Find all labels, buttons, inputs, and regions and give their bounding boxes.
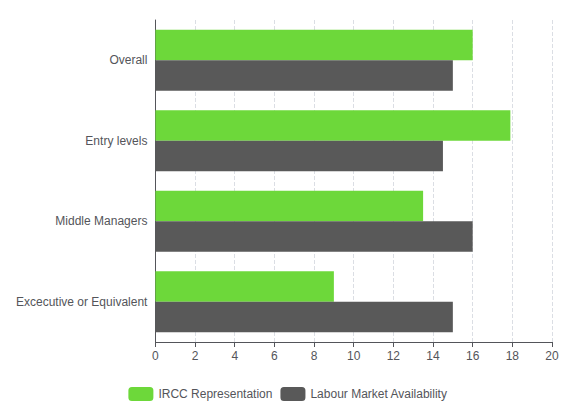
- svg-text:18: 18: [506, 349, 520, 363]
- svg-text:2: 2: [192, 349, 199, 363]
- svg-text:Excecutive or Equivalent: Excecutive or Equivalent: [16, 295, 148, 309]
- svg-text:Overall: Overall: [109, 53, 147, 67]
- svg-text:Middle Managers: Middle Managers: [55, 214, 147, 228]
- svg-text:6: 6: [271, 349, 278, 363]
- svg-text:8: 8: [311, 349, 318, 363]
- svg-text:10: 10: [347, 349, 361, 363]
- svg-text:20: 20: [545, 349, 559, 363]
- svg-text:14: 14: [426, 349, 440, 363]
- svg-text:4: 4: [231, 349, 238, 363]
- svg-text:IRCC Representation: IRCC Representation: [158, 387, 272, 401]
- svg-text:Entry levels: Entry levels: [85, 134, 147, 148]
- svg-text:16: 16: [466, 349, 480, 363]
- svg-text:0: 0: [152, 349, 159, 363]
- svg-text:12: 12: [387, 349, 401, 363]
- svg-text:Labour Market Availability: Labour Market Availability: [310, 387, 447, 401]
